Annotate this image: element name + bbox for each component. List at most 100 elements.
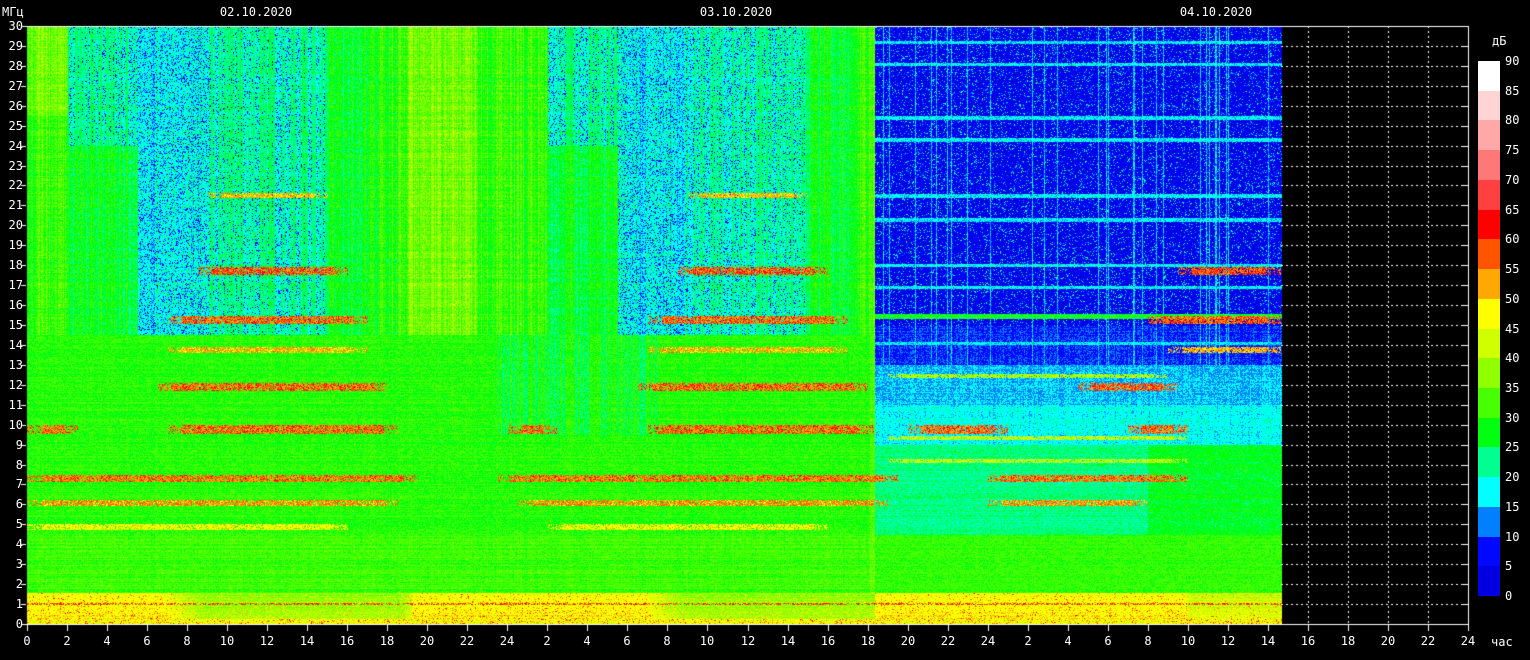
x-tick-label: 16 xyxy=(1300,634,1316,648)
y-tick-label: 14 xyxy=(8,338,23,352)
colorbar-tick-label: 35 xyxy=(1505,381,1520,395)
x-tick-label: 0 xyxy=(23,634,31,648)
x-tick-label: 6 xyxy=(623,634,631,648)
y-tick-label: 23 xyxy=(8,159,23,173)
y-tick-label: 29 xyxy=(8,39,23,53)
x-tick-label: 20 xyxy=(900,634,916,648)
colorbar-tick-label: 65 xyxy=(1505,203,1520,217)
colorbar-block xyxy=(1478,418,1500,447)
x-tick-label: 24 xyxy=(499,634,515,648)
y-tick-label: 6 xyxy=(15,497,23,511)
x-tick-label: 10 xyxy=(1180,634,1196,648)
y-tick-label: 3 xyxy=(15,557,23,571)
x-tick-label: 22 xyxy=(940,634,956,648)
colorbar-tick-label: 70 xyxy=(1505,173,1520,187)
y-tick-label: 0 xyxy=(15,617,23,631)
x-tick-label: 10 xyxy=(699,634,715,648)
colorbar-block xyxy=(1478,477,1500,507)
x-tick-label: 18 xyxy=(379,634,395,648)
colorbar-block xyxy=(1478,150,1500,180)
x-tick-label: 12 xyxy=(1220,634,1236,648)
colorbar-block xyxy=(1478,299,1500,329)
x-tick-label: 4 xyxy=(583,634,591,648)
y-tick-label: 18 xyxy=(8,258,23,272)
date-label-day2: 03.10.2020 xyxy=(699,5,773,19)
colorbar-unit-label: дБ xyxy=(1492,34,1507,48)
y-tick-label: 7 xyxy=(15,477,23,491)
colorbar-tick-label: 0 xyxy=(1505,589,1513,603)
x-tick-label: 8 xyxy=(663,634,671,648)
x-tick-label: 16 xyxy=(339,634,355,648)
x-tick-label: 18 xyxy=(860,634,876,648)
y-tick-label: 4 xyxy=(15,537,23,551)
x-tick-label: 8 xyxy=(1144,634,1152,648)
colorbar-block xyxy=(1478,329,1500,358)
x-tick-label: 12 xyxy=(740,634,756,648)
y-tick-label: 17 xyxy=(8,278,23,292)
colorbar-tick-label: 10 xyxy=(1505,530,1520,544)
x-tick-label: 14 xyxy=(780,634,796,648)
x-tick-label: 2 xyxy=(543,634,551,648)
x-tick-label: 8 xyxy=(183,634,191,648)
x-tick-label: 14 xyxy=(299,634,315,648)
colorbar-tick-label: 80 xyxy=(1505,113,1520,127)
colorbar-block xyxy=(1478,269,1500,299)
y-tick-label: 12 xyxy=(8,378,23,392)
date-label-day3: 04.10.2020 xyxy=(1179,5,1253,19)
colorbar-tick-label: 5 xyxy=(1505,559,1513,573)
y-tick-label: 19 xyxy=(8,238,23,252)
x-tick-label: 12 xyxy=(259,634,275,648)
colorbar-tick-label: 75 xyxy=(1505,143,1520,157)
x-tick-label: 2 xyxy=(1024,634,1032,648)
colorbar-block xyxy=(1478,120,1500,150)
y-tick-label: 16 xyxy=(8,298,23,312)
y-tick-label: 24 xyxy=(8,139,23,153)
x-tick-label: 22 xyxy=(459,634,475,648)
x-tick-label: 4 xyxy=(1064,634,1072,648)
y-tick-label: 9 xyxy=(15,438,23,452)
colorbar-block xyxy=(1478,180,1500,210)
colorbar-tick-label: 60 xyxy=(1505,232,1520,246)
x-tick-label: 2 xyxy=(63,634,71,648)
colorbar-tick-label: 25 xyxy=(1505,440,1520,454)
y-tick-label: 10 xyxy=(8,418,23,432)
y-tick-label: 11 xyxy=(8,398,23,412)
time-axis-unit-label: час xyxy=(1491,635,1513,649)
colorbar-tick-label: 55 xyxy=(1505,262,1520,276)
date-label-day1: 02.10.2020 xyxy=(219,5,293,19)
x-tick-label: 6 xyxy=(1104,634,1112,648)
colorbar-block xyxy=(1478,447,1500,477)
colorbar-block xyxy=(1478,537,1500,566)
colorbar-block xyxy=(1478,358,1500,388)
x-tick-label: 20 xyxy=(419,634,435,648)
x-tick-label: 18 xyxy=(1340,634,1356,648)
y-tick-label: 26 xyxy=(8,99,23,113)
colorbar-tick-label: 40 xyxy=(1505,351,1520,365)
colorbar-block xyxy=(1478,239,1500,269)
colorbar-tick-label: 45 xyxy=(1505,322,1520,336)
x-tick-label: 24 xyxy=(980,634,996,648)
colorbar-block xyxy=(1478,566,1500,596)
y-tick-label: 2 xyxy=(15,577,23,591)
x-tick-label: 6 xyxy=(143,634,151,648)
x-tick-label: 16 xyxy=(820,634,836,648)
y-tick-label: 15 xyxy=(8,318,23,332)
colorbar-tick-label: 20 xyxy=(1505,470,1520,484)
colorbar-block xyxy=(1478,507,1500,537)
y-tick-label: 22 xyxy=(8,178,23,192)
x-tick-label: 10 xyxy=(219,634,235,648)
y-tick-label: 1 xyxy=(15,597,23,611)
x-tick-label: 14 xyxy=(1260,634,1276,648)
x-tick-label: 4 xyxy=(103,634,111,648)
y-tick-label: 5 xyxy=(15,517,23,531)
x-tick-label: 20 xyxy=(1380,634,1396,648)
freq-axis-unit-label: МГц xyxy=(2,5,24,19)
y-tick-label: 13 xyxy=(8,358,23,372)
y-tick-label: 27 xyxy=(8,79,23,93)
colorbar-tick-label: 90 xyxy=(1505,54,1520,68)
colorbar-block xyxy=(1478,388,1500,418)
x-tick-label: 24 xyxy=(1460,634,1476,648)
y-tick-label: 28 xyxy=(8,59,23,73)
